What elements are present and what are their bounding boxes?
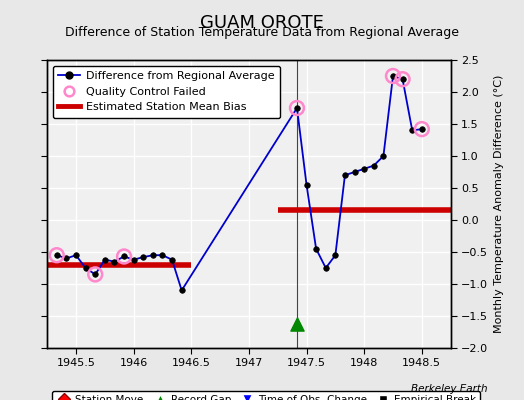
- Point: [389, 73, 397, 79]
- Text: Berkeley Earth: Berkeley Earth: [411, 384, 487, 394]
- Point: [91, 271, 100, 278]
- Text: Difference of Station Temperature Data from Regional Average: Difference of Station Temperature Data f…: [65, 26, 459, 39]
- Point: [52, 252, 61, 258]
- Point: [398, 76, 407, 82]
- Y-axis label: Monthly Temperature Anomaly Difference (°C): Monthly Temperature Anomaly Difference (…: [494, 75, 504, 333]
- Point: [293, 105, 301, 111]
- Point: [418, 126, 426, 132]
- Point: [293, 320, 301, 327]
- Legend: Station Move, Record Gap, Time of Obs. Change, Empirical Break: Station Move, Record Gap, Time of Obs. C…: [52, 391, 481, 400]
- Point: [120, 253, 128, 260]
- Text: GUAM OROTE: GUAM OROTE: [200, 14, 324, 32]
